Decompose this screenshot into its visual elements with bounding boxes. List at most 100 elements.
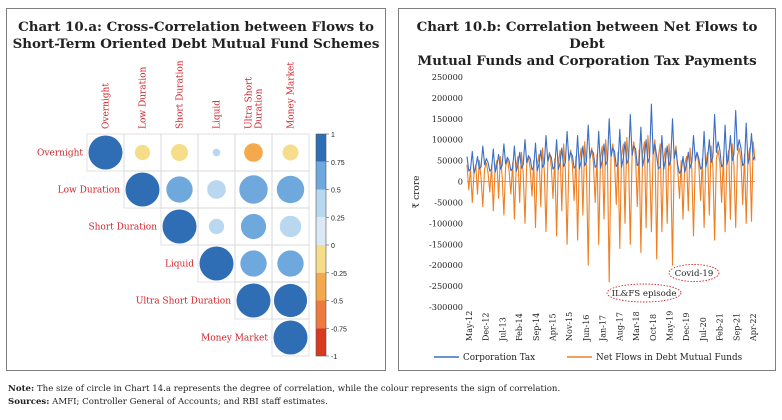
x-tick-label: Jun-16 bbox=[582, 315, 591, 342]
column-label: Low Duration bbox=[139, 66, 149, 129]
row-label: Money Market bbox=[201, 334, 268, 344]
annotation-covid-ellipse bbox=[668, 264, 720, 282]
correlation-circle bbox=[162, 209, 197, 244]
x-tick-label: Mar-18 bbox=[632, 311, 641, 341]
chart-10b-title: Chart 10.b: Correlation between Net Flow… bbox=[399, 19, 775, 70]
correlation-circle bbox=[244, 143, 263, 162]
correlation-circle bbox=[166, 176, 193, 203]
correlation-circle bbox=[208, 218, 225, 235]
chart-10b-panel: Chart 10.b: Correlation between Net Flow… bbox=[398, 8, 776, 371]
x-tick-label: Nov-15 bbox=[565, 312, 574, 341]
x-tick-label: Jul-13 bbox=[498, 317, 507, 342]
colorbar-band bbox=[316, 189, 326, 218]
y-tick-label: -150000 bbox=[429, 239, 463, 249]
y-tick-label: -250000 bbox=[429, 281, 463, 291]
colorbar-tick-label: 0.5 bbox=[331, 188, 341, 195]
row-label: Liquid bbox=[165, 260, 194, 270]
colorbar-tick-label: 0 bbox=[331, 243, 335, 250]
correlation-circle bbox=[199, 246, 234, 281]
footnote-sources-text: AMFI; Controller General of Accounts; an… bbox=[49, 397, 328, 407]
y-tick-label: -50000 bbox=[434, 197, 463, 207]
footnote-note-label: Note: bbox=[8, 384, 35, 394]
x-tick-label: Oct-18 bbox=[649, 314, 658, 341]
correlation-circle bbox=[134, 144, 151, 161]
corporation-tax-line bbox=[466, 103, 756, 174]
correlation-circle bbox=[276, 175, 305, 204]
x-tick-label: May-19 bbox=[665, 311, 674, 341]
x-tick-label: Jul-20 bbox=[699, 317, 708, 342]
x-tick-label: Sep-14 bbox=[532, 313, 541, 341]
annotation-ilfs-ellipse bbox=[606, 283, 682, 303]
footnote-note: Note: The size of circle in Chart 14.a r… bbox=[8, 384, 560, 394]
correlation-circle bbox=[273, 283, 308, 318]
column-label: Liquid bbox=[213, 100, 223, 129]
x-tick-label: Apr-22 bbox=[749, 313, 758, 342]
x-tick-label: Jan-17 bbox=[599, 315, 608, 342]
chart-10b-title-line2: Mutual Funds and Corporation Tax Payment… bbox=[417, 53, 757, 69]
y-axis-label: ₹ crore bbox=[412, 176, 422, 209]
x-tick-label: Feb-21 bbox=[716, 313, 725, 341]
correlation-circle bbox=[273, 320, 308, 355]
correlation-circle bbox=[88, 135, 123, 170]
colorbar-tick-label: -0.25 bbox=[331, 271, 347, 278]
colorbar-band bbox=[316, 300, 326, 329]
correlation-circle bbox=[239, 175, 268, 204]
x-tick-label: Dec-12 bbox=[482, 312, 491, 341]
chart-10a-title-line1: Chart 10.a: Cross-Correlation between Fl… bbox=[18, 19, 374, 35]
colorbar-tick-label: 0.75 bbox=[331, 160, 345, 167]
x-tick-label: Dec-19 bbox=[682, 312, 691, 341]
colorbar-band bbox=[316, 161, 326, 190]
colorbar-band bbox=[316, 245, 326, 273]
correlation-circle bbox=[240, 250, 267, 277]
correlation-circle bbox=[125, 172, 160, 207]
colorbar-tick-label: -0.75 bbox=[331, 326, 347, 333]
correlation-circle bbox=[282, 144, 299, 161]
footnote-note-text: The size of circle in Chart 14.a represe… bbox=[34, 384, 561, 394]
correlation-circle bbox=[279, 215, 302, 238]
row-label: Overnight bbox=[37, 149, 83, 159]
row-label: Short Duration bbox=[88, 223, 157, 233]
column-label: Ultra Short bbox=[245, 77, 255, 129]
matrix-cell bbox=[271, 318, 310, 357]
colorbar-band bbox=[316, 134, 326, 162]
row-label: Ultra Short Duration bbox=[136, 297, 231, 307]
colorbar-band bbox=[316, 272, 326, 301]
annotation-ilfs-label: IL&FS episode bbox=[612, 289, 677, 299]
y-tick-label: -100000 bbox=[429, 218, 463, 228]
correlation-matrix-plot: Overnight Low Duration Short Duration Liqui… bbox=[37, 60, 347, 361]
correlation-circle bbox=[171, 144, 188, 161]
correlation-circle bbox=[236, 283, 271, 318]
colorbar-tick-label: 0.25 bbox=[331, 215, 345, 222]
y-tick-label: -300000 bbox=[429, 302, 463, 312]
annotation-covid-label: Covid-19 bbox=[675, 269, 714, 279]
correlation-circle bbox=[240, 213, 267, 240]
colorbar-tick-label: -1 bbox=[331, 354, 337, 361]
correlation-circle bbox=[212, 148, 221, 157]
legend-corporation-tax-label: Corporation Tax bbox=[463, 353, 535, 363]
chart-10a-title-line2: Short-Term Oriented Debt Mutual Fund Sch… bbox=[12, 36, 380, 52]
y-tick-label: 150000 bbox=[432, 114, 463, 124]
column-label: Duration bbox=[255, 88, 265, 129]
x-tick-label: Apr-15 bbox=[549, 313, 558, 342]
y-tick-label: -200000 bbox=[429, 260, 463, 270]
y-tick-label: 250000 bbox=[432, 72, 463, 82]
colorbar-tick-label: 1 bbox=[331, 132, 335, 139]
column-label: Money Market bbox=[287, 62, 297, 129]
column-label: Short Duration bbox=[176, 60, 186, 129]
column-label: Overnight bbox=[102, 83, 112, 129]
legend-net-flows-label: Net Flows in Debt Mutual Funds bbox=[596, 353, 743, 363]
y-tick-label: 0 bbox=[458, 177, 463, 187]
line-chart-plot: 250000 200000 150000 100000 50000 0 -50000 -100… bbox=[412, 72, 758, 363]
x-tick-label: Aug-17 bbox=[615, 312, 624, 342]
row-label: Low Duration bbox=[58, 186, 121, 196]
x-tick-label: May-12 bbox=[465, 311, 474, 341]
colorbar-band bbox=[316, 217, 326, 245]
footnote-sources-label: Sources: bbox=[8, 397, 50, 407]
net-flows-line bbox=[466, 134, 756, 283]
x-tick-label: Feb-14 bbox=[515, 313, 524, 341]
chart-10b-title-line1: Chart 10.b: Correlation between Net Flow… bbox=[416, 19, 758, 52]
y-tick-label: 200000 bbox=[432, 93, 463, 103]
chart-10a-panel: Chart 10.a: Cross-Correlation between Fl… bbox=[6, 8, 386, 371]
y-tick-label: 50000 bbox=[437, 156, 463, 166]
colorbar-band bbox=[316, 328, 326, 356]
